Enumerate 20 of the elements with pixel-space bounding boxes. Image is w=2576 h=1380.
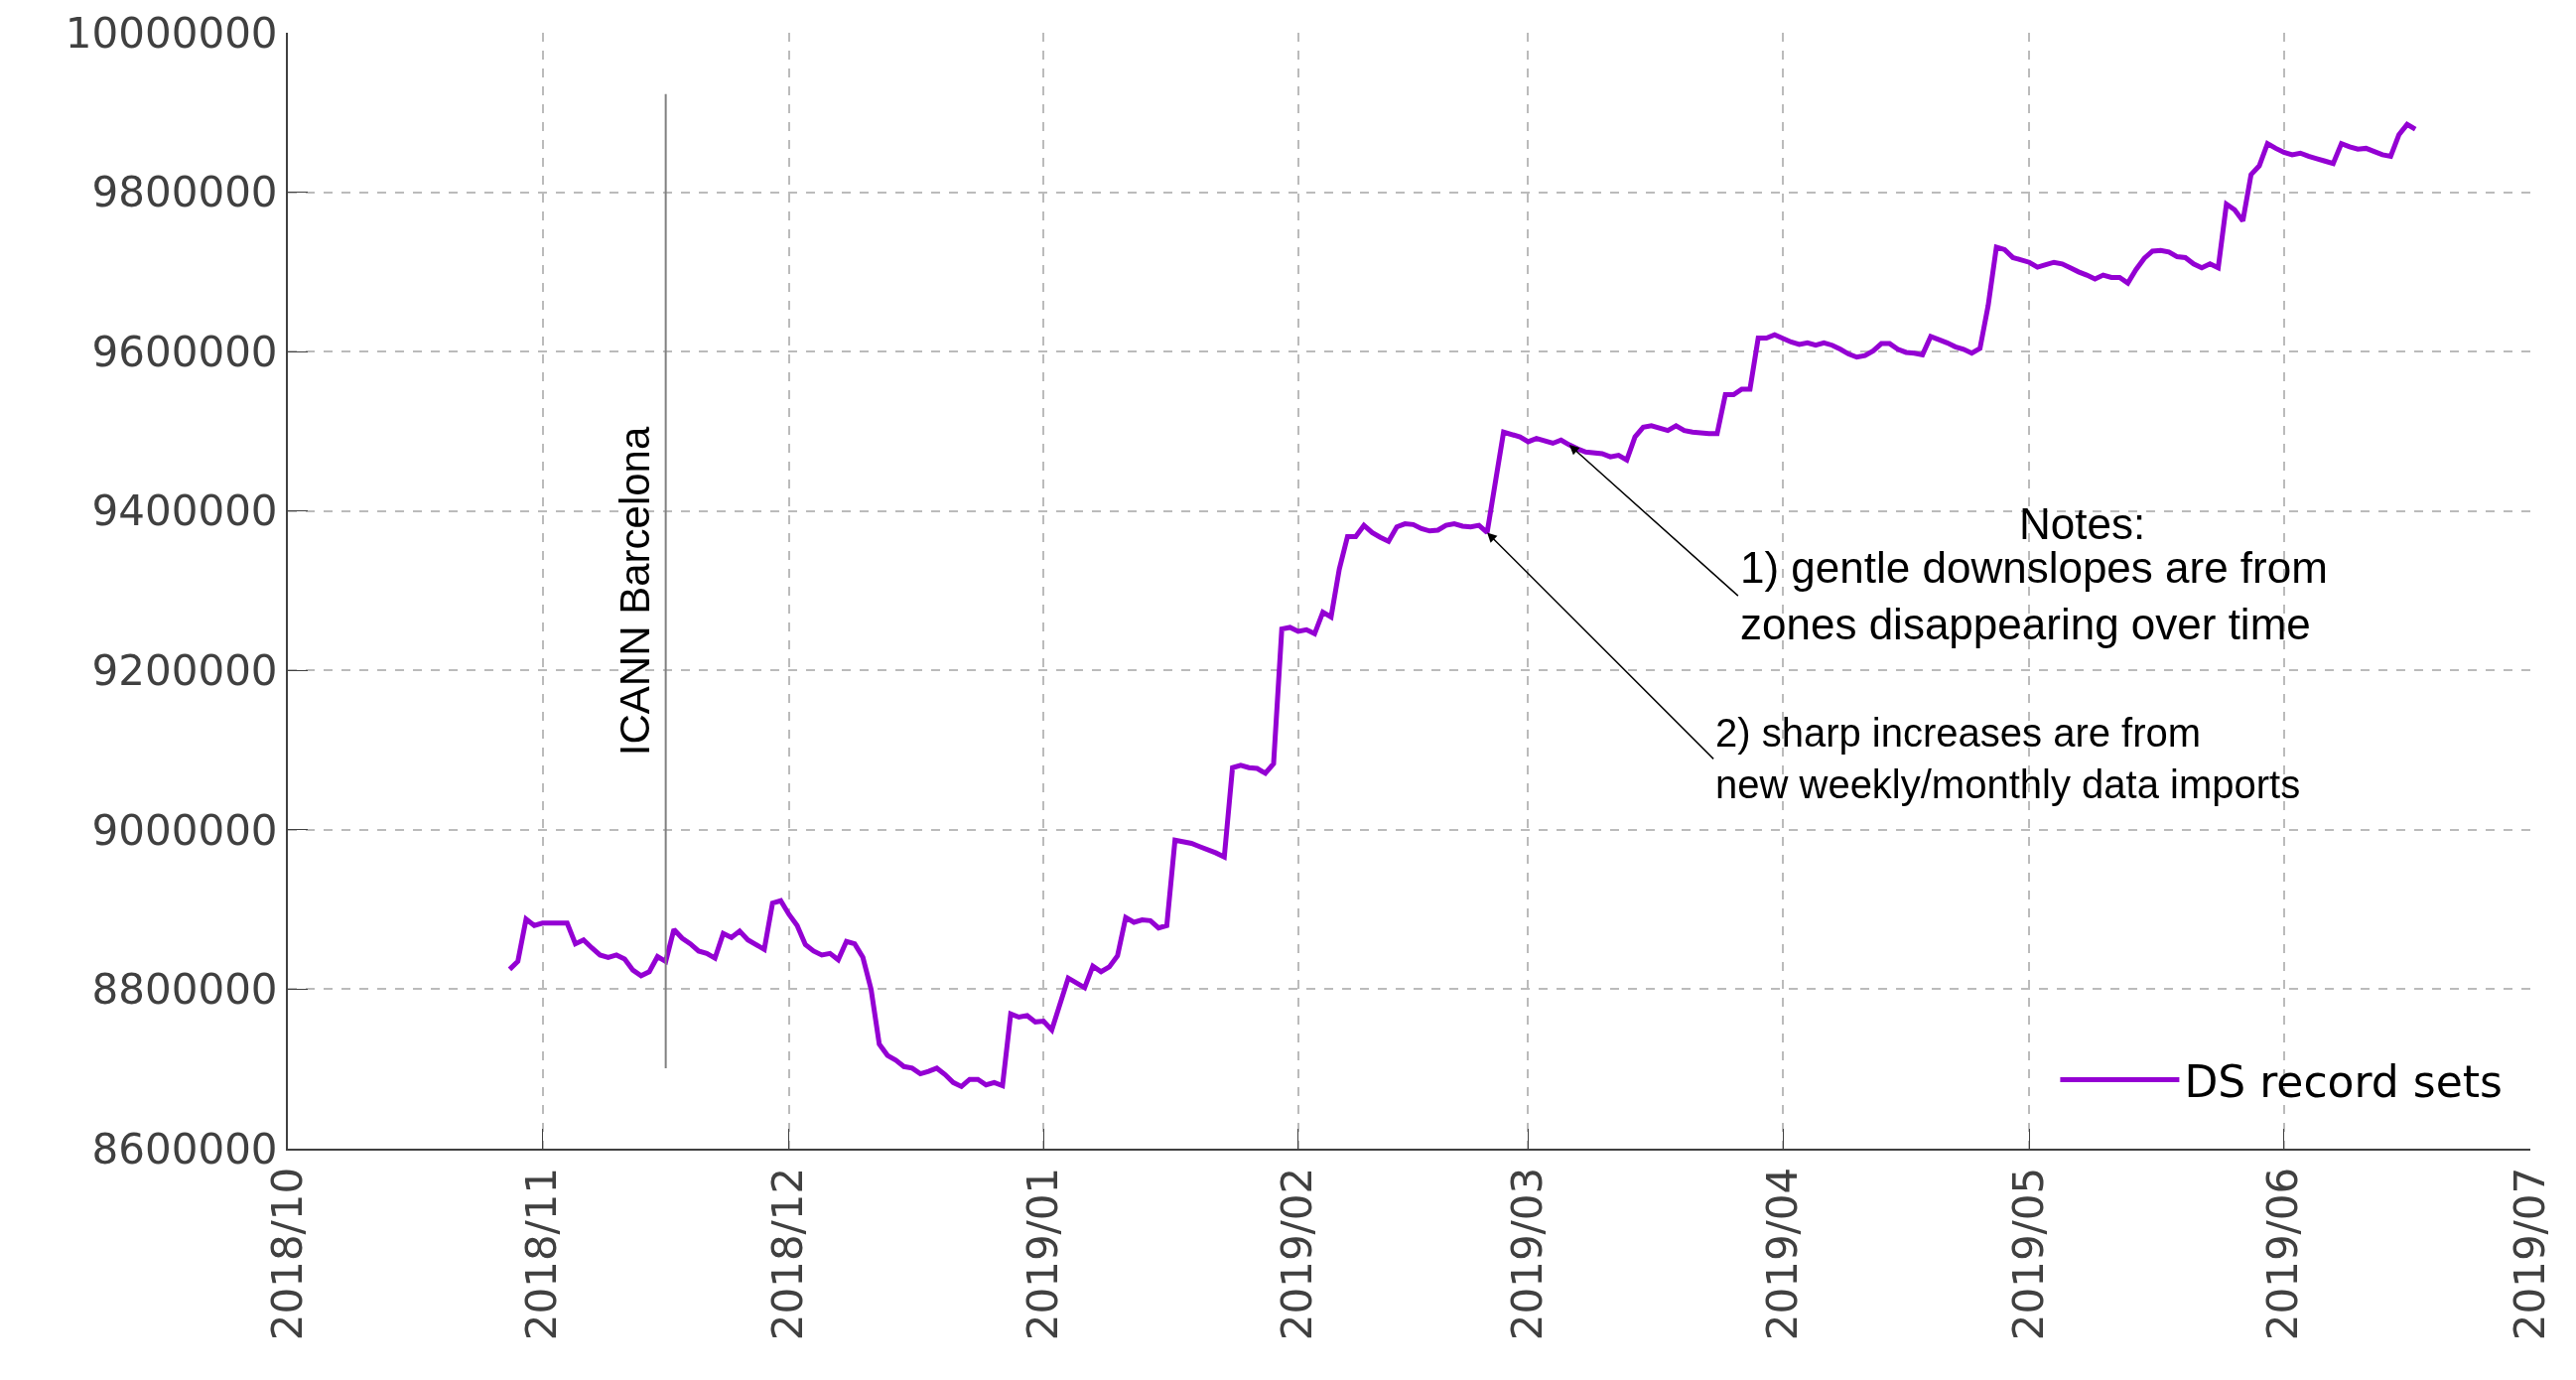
legend-label: DS record sets <box>2184 1055 2503 1107</box>
annotation: 2) sharp increases are from new weekly/monthly data imports <box>1715 711 2301 806</box>
y-tick-label: 9800000 <box>91 168 278 217</box>
y-tick-label: 10000000 <box>65 8 278 58</box>
x-tick-label: 2019/02 <box>1273 1167 1322 1341</box>
x-tick-label: 2019/05 <box>2003 1167 2053 1341</box>
x-tick-label: 2018/11 <box>517 1167 567 1341</box>
x-tick-label: 2019/07 <box>2505 1167 2554 1341</box>
x-tick-label: 2018/10 <box>262 1167 312 1341</box>
y-tick-label: 9600000 <box>91 327 278 376</box>
x-tick-label: 2019/06 <box>2258 1167 2308 1341</box>
y-tick-label: 9400000 <box>91 486 278 536</box>
x-tick-label: 2019/01 <box>1017 1167 1067 1341</box>
y-tick-label: 9000000 <box>91 805 278 855</box>
ref-line-label: ICANN Barcelona <box>611 426 659 757</box>
x-tick-label: 2019/04 <box>1757 1167 1807 1341</box>
y-tick-label: 8800000 <box>91 965 278 1015</box>
x-tick-label: 2019/03 <box>1503 1167 1553 1341</box>
y-tick-label: 9200000 <box>91 645 278 695</box>
x-tick-label: 2018/12 <box>763 1167 813 1341</box>
